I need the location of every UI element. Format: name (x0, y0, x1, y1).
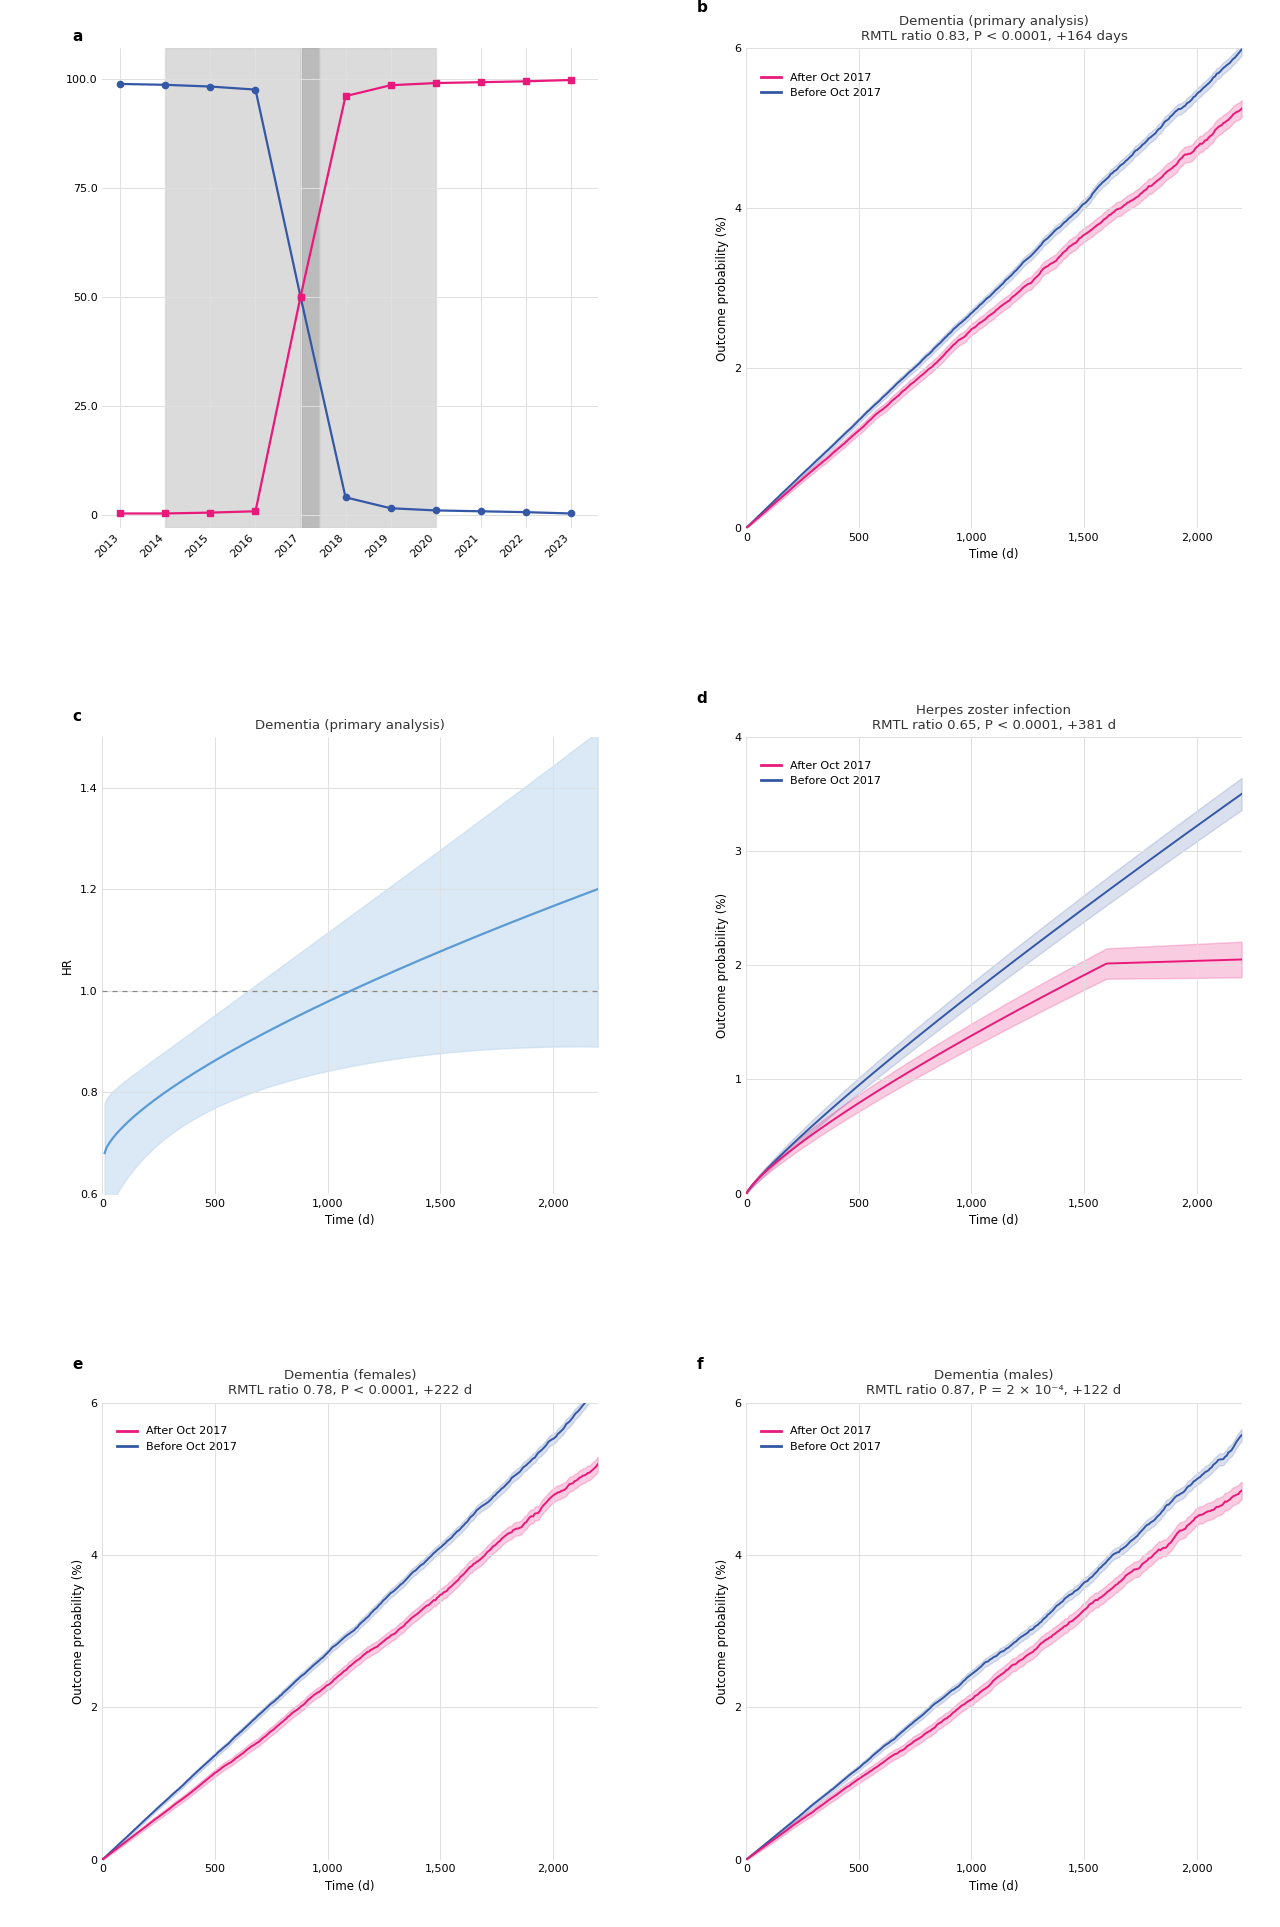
Bar (319, 48, 435, 528)
X-axis label: Time (d): Time (d) (969, 1881, 1019, 1892)
Title: Dementia (males)
RMTL ratio 0.87, P = 2 × 10⁻⁴, +122 d: Dementia (males) RMTL ratio 0.87, P = 2 … (867, 1370, 1121, 1397)
Text: b: b (696, 0, 708, 15)
Title: Dementia (primary analysis): Dementia (primary analysis) (255, 719, 445, 732)
X-axis label: Time (d): Time (d) (969, 549, 1019, 561)
Text: e: e (73, 1357, 83, 1372)
Y-axis label: Outcome probability (%): Outcome probability (%) (716, 216, 728, 360)
Y-axis label: Outcome probability (%): Outcome probability (%) (72, 1559, 84, 1703)
Title: Dementia (primary analysis)
RMTL ratio 0.83, P < 0.0001, +164 days: Dementia (primary analysis) RMTL ratio 0… (860, 15, 1128, 42)
Legend: After Oct 2017, Before Oct 2017: After Oct 2017, Before Oct 2017 (756, 1422, 886, 1457)
Text: f: f (696, 1357, 704, 1372)
Text: d: d (696, 692, 708, 705)
Y-axis label: Outcome probability (%): Outcome probability (%) (716, 892, 728, 1039)
Y-axis label: Outcome probability (%): Outcome probability (%) (716, 1559, 728, 1703)
X-axis label: Time (d): Time (d) (325, 1881, 375, 1892)
Title: Dementia (females)
RMTL ratio 0.78, P < 0.0001, +222 d: Dementia (females) RMTL ratio 0.78, P < … (228, 1370, 472, 1397)
X-axis label: Time (d): Time (d) (969, 1214, 1019, 1227)
Legend: After Oct 2017, Before Oct 2017: After Oct 2017, Before Oct 2017 (756, 755, 886, 790)
X-axis label: Time (d): Time (d) (325, 1214, 375, 1227)
Bar (301, 48, 319, 528)
Bar (165, 48, 301, 528)
Text: c: c (73, 709, 82, 725)
Text: a: a (73, 29, 83, 44)
Y-axis label: HR: HR (61, 958, 74, 973)
Legend: After Oct 2017, Before Oct 2017: After Oct 2017, Before Oct 2017 (113, 1422, 242, 1457)
Title: Herpes zoster infection
RMTL ratio 0.65, P < 0.0001, +381 d: Herpes zoster infection RMTL ratio 0.65,… (872, 703, 1116, 732)
Legend: After Oct 2017, Before Oct 2017: After Oct 2017, Before Oct 2017 (756, 67, 886, 102)
